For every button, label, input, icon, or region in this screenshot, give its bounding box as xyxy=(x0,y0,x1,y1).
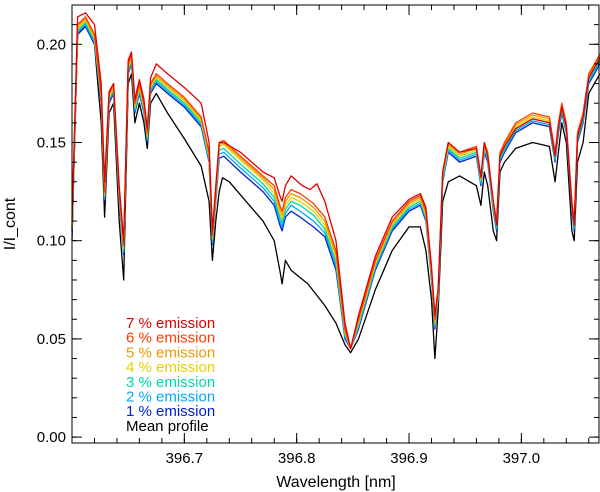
x-tick-label: 396.9 xyxy=(390,450,428,467)
y-tick-label: 0.15 xyxy=(37,134,66,151)
legend-entry: 3 % emission xyxy=(126,374,215,391)
x-axis-title: Wavelength [nm] xyxy=(276,474,395,491)
y-tick-label: 0.20 xyxy=(37,36,66,53)
ticks-layer: 396.7 396.8 396.9 397.0 0.00 0.05 0.10 0.15 0.20 xyxy=(37,4,599,467)
y-tick-label: 0.10 xyxy=(37,233,66,250)
x-tick-label: 397.0 xyxy=(503,450,541,467)
plot-frame xyxy=(71,4,600,444)
legend-entry: 5 % emission xyxy=(126,344,215,361)
x-tick-label: 396.7 xyxy=(166,450,204,467)
series-line-2-emission xyxy=(71,23,600,350)
y-tick-label: 0.05 xyxy=(37,331,66,348)
series-line-4-emission xyxy=(71,20,600,350)
series-line-6-emission xyxy=(71,16,600,350)
y-axis-title: I/I_cont xyxy=(2,197,19,250)
series-layer xyxy=(71,12,600,360)
series-line-5-emission xyxy=(71,18,600,350)
legend-entry: 7 % emission xyxy=(126,315,215,332)
legend-entry: 4 % emission xyxy=(126,359,215,376)
y-tick-label: 0.00 xyxy=(37,429,66,446)
legend-entry: 6 % emission xyxy=(126,330,215,347)
series-line-7-emission xyxy=(71,12,600,350)
x-tick-label: 396.8 xyxy=(278,450,316,467)
legend-entry: 1 % emission xyxy=(126,403,215,420)
legend-entry: Mean profile xyxy=(126,418,209,435)
series-line-mean-profile xyxy=(71,23,600,360)
series-line-3-emission xyxy=(71,22,600,350)
legend-entry: 2 % emission xyxy=(126,389,215,406)
